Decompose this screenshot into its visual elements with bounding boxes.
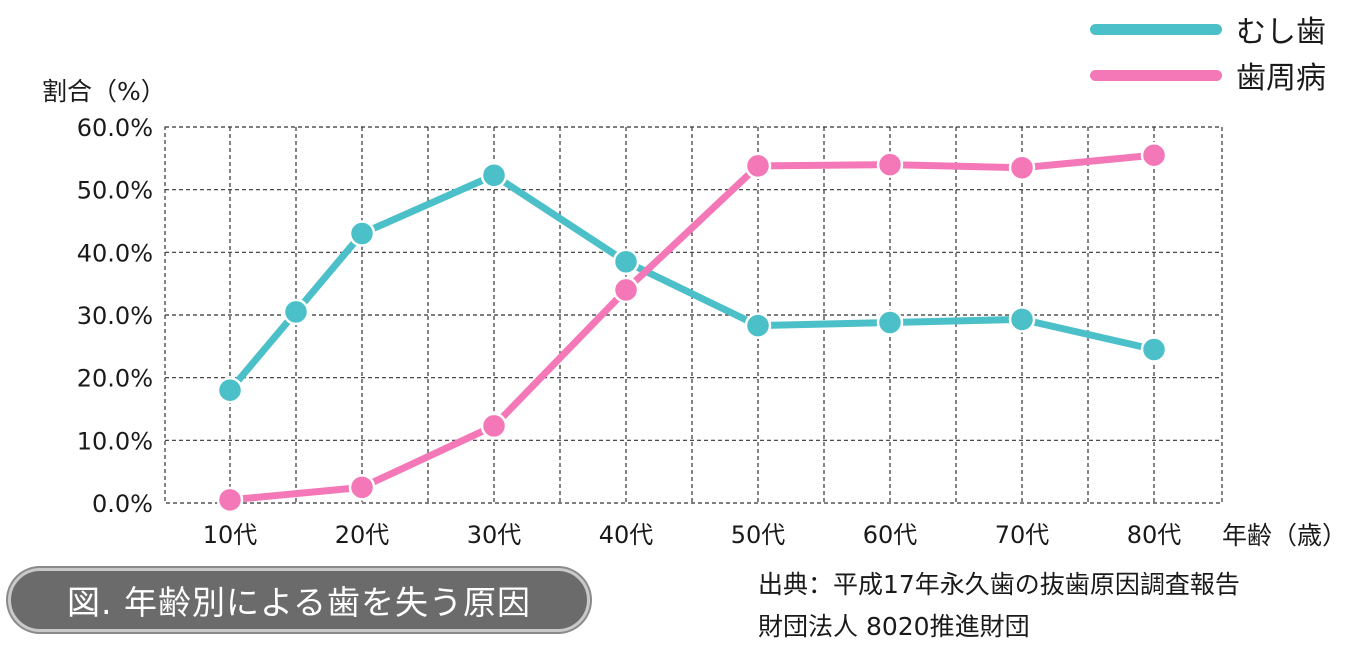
y-tick-label: 30.0%	[77, 302, 153, 330]
legend-item-cavities: むし歯	[1090, 6, 1326, 52]
data-point-cavities	[1008, 306, 1036, 333]
data-point-periodontal	[1008, 154, 1036, 181]
data-point-periodontal	[612, 276, 640, 304]
legend-label-cavities: むし歯	[1236, 15, 1326, 50]
data-point-periodontal	[480, 412, 508, 440]
data-point-periodontal	[348, 474, 376, 501]
line-chart: 0.0% 10.0% 20.0% 30.0% 40.0% 50.0% 60.0% 10代 20代…	[77, 114, 1223, 549]
y-tick-label: 60.0%	[77, 114, 153, 142]
data-point-cavities	[744, 312, 772, 339]
legend: むし歯 歯周病	[1090, 6, 1326, 98]
data-point-cavities	[876, 309, 904, 336]
source-line-1: 出典：平成17年永久歯の抜歯原因調査報告	[758, 570, 1240, 599]
legend-swatch-periodontal	[1090, 69, 1222, 81]
series-line-periodontal	[226, 151, 1158, 504]
figure-caption: 図. 年齢別による歯を失う原因	[8, 568, 590, 632]
data-point-cavities	[612, 248, 640, 275]
y-tick-label: 10.0%	[77, 427, 153, 455]
data-point-periodontal	[1140, 141, 1168, 169]
source-note: 出典：平成17年永久歯の抜歯原因調査報告 財団法人 8020推進財団	[758, 564, 1240, 648]
data-point-periodontal	[216, 486, 244, 514]
x-tick-label: 20代	[335, 521, 390, 549]
source-line-2: 財団法人 8020推進財団	[758, 612, 1030, 641]
x-tick-label: 40代	[599, 521, 654, 549]
y-tick-label: 50.0%	[77, 177, 153, 205]
data-point-cavities	[1140, 336, 1168, 363]
data-point-periodontal	[876, 151, 904, 178]
data-point-cavities	[348, 220, 376, 247]
legend-item-periodontal: 歯周病	[1090, 52, 1326, 98]
figure-caption-text: 図. 年齢別による歯を失う原因	[67, 583, 531, 622]
x-axis-label: 年齢（歳）	[1222, 521, 1348, 550]
x-tick-label: 60代	[863, 521, 918, 549]
y-tick-label: 20.0%	[77, 365, 153, 393]
x-tick-label: 50代	[731, 521, 786, 549]
y-tick-label: 0.0%	[92, 490, 153, 518]
x-tick-label: 80代	[1127, 521, 1182, 549]
legend-label-periodontal: 歯周病	[1236, 61, 1326, 96]
x-tick-label: 10代	[203, 521, 258, 549]
data-point-cavities	[282, 298, 310, 326]
data-point-cavities	[480, 162, 508, 189]
y-axis-label: 割合（%）	[42, 77, 166, 106]
data-point-cavities	[216, 376, 244, 404]
y-tick-label: 40.0%	[77, 239, 153, 267]
x-tick-label: 70代	[995, 521, 1050, 549]
x-tick-label: 30代	[467, 521, 522, 549]
legend-swatch-cavities	[1090, 23, 1222, 35]
data-point-periodontal	[744, 152, 772, 180]
